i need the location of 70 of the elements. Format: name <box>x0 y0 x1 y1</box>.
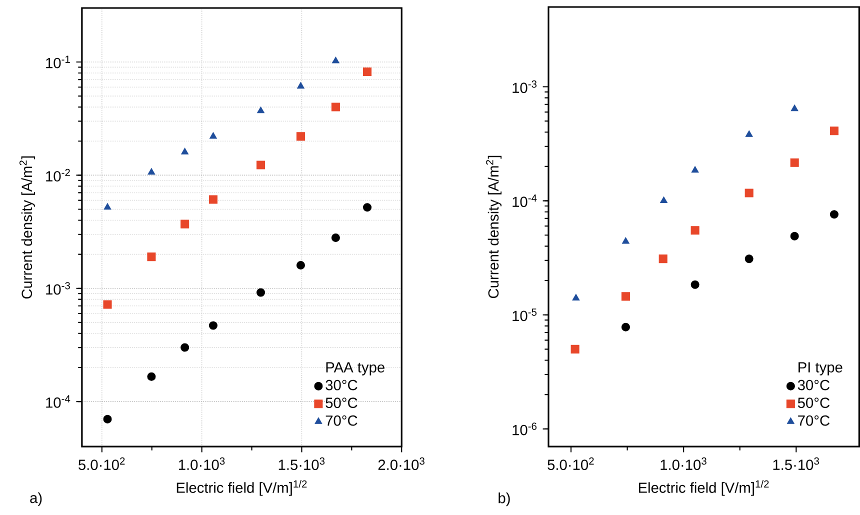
text: b) <box>498 492 510 506</box>
point <box>103 415 112 424</box>
point <box>332 57 340 64</box>
point <box>180 344 190 352</box>
point <box>104 203 112 210</box>
point <box>296 261 305 270</box>
y-tick-label: 10$^{-6}$ <box>512 422 537 436</box>
point <box>658 254 668 264</box>
y-tick-label: 10$^{-3}$ <box>512 80 537 94</box>
point <box>572 294 580 301</box>
y-tick-label: 10$^{-2}$ <box>46 169 70 182</box>
x-tick-label: 1.5·10$^{3}$ <box>773 458 819 470</box>
point <box>362 203 372 212</box>
point <box>256 160 266 170</box>
point <box>148 168 156 175</box>
point <box>830 126 838 136</box>
legend-title: PAA type <box>326 362 384 376</box>
text: a) <box>30 492 42 506</box>
point <box>830 210 838 219</box>
y-tick-label: 10$^{-4}$ <box>46 396 70 408</box>
x-tick-label: 1.5·10$^{3}$ <box>278 458 325 470</box>
legend-label: 30°C <box>326 380 358 390</box>
point <box>147 372 156 382</box>
point <box>256 288 266 297</box>
legend-label: 30°C <box>798 380 830 390</box>
point <box>331 234 340 242</box>
y-tick-label: 10$^{-1}$ <box>46 56 70 68</box>
legend-label: 70°C <box>798 416 830 426</box>
y-tick-label: 10$^{-5}$ <box>512 308 537 322</box>
point <box>621 292 630 301</box>
point <box>180 220 190 229</box>
point <box>257 106 264 114</box>
x-tick-label: 5.0·10$^{2}$ <box>78 458 125 470</box>
y-axis-title: Current density [A/m$^{2}$] <box>486 156 502 298</box>
x-axis-title: Electric field [V/m]$^{1/2}$ <box>176 480 307 496</box>
x-tick-label: 1.0·10$^{3}$ <box>178 458 225 470</box>
point <box>147 252 156 262</box>
legend-title: PI type <box>798 362 842 376</box>
point <box>209 132 217 139</box>
x-tick-label: 2.0·10$^{3}$ <box>378 458 424 470</box>
legend-label: 50°C <box>798 398 830 408</box>
legend-label: 50°C <box>326 398 358 408</box>
point <box>331 103 340 112</box>
point <box>570 345 580 354</box>
point <box>103 300 112 310</box>
point <box>362 68 372 76</box>
x-axis-title: Electric field [V/m]$^{1/2}$ <box>638 480 769 496</box>
point <box>181 148 189 155</box>
point <box>296 82 304 89</box>
point <box>660 196 668 204</box>
legend-label: 70°C <box>326 416 358 426</box>
point <box>790 158 799 168</box>
point <box>208 321 218 330</box>
x-tick-label: 5.0·10$^{2}$ <box>548 458 594 470</box>
point <box>690 280 700 290</box>
point <box>790 232 799 241</box>
point <box>744 188 754 198</box>
y-axis-title: Current density [A/m$^{2}$] <box>19 156 35 299</box>
point <box>690 226 700 235</box>
point <box>745 130 753 138</box>
x-tick-label: 1.0·10$^{3}$ <box>660 458 706 470</box>
point <box>622 237 630 244</box>
y-tick-label: 10$^{-3}$ <box>46 282 70 295</box>
point <box>621 323 630 332</box>
point <box>790 104 798 112</box>
point <box>208 195 218 204</box>
point <box>744 254 754 264</box>
point <box>691 166 699 173</box>
y-tick-label: 10$^{-4}$ <box>512 194 537 208</box>
point <box>296 132 305 141</box>
